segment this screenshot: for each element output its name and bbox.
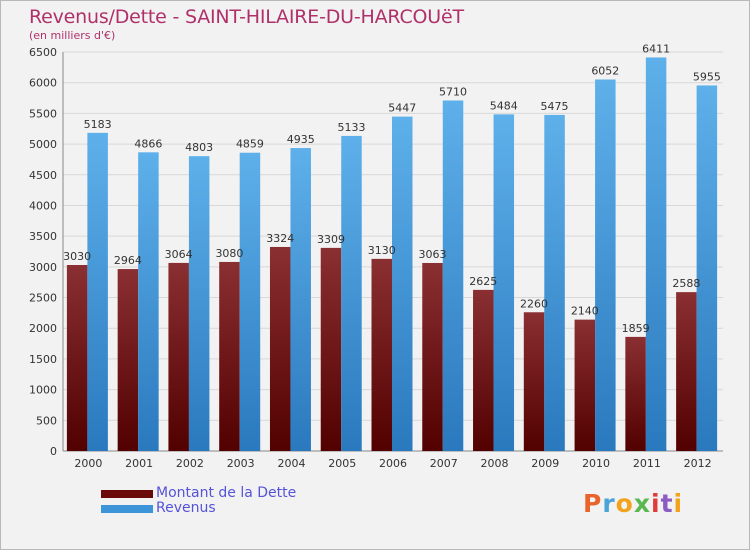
data-label-debt: 2260	[520, 297, 548, 310]
bar-revenus	[442, 100, 464, 452]
y-tick-label: 0	[50, 445, 57, 458]
data-label-revenus: 4866	[134, 137, 162, 150]
data-label-revenus: 5133	[337, 121, 365, 134]
y-tick-label: 3500	[29, 230, 57, 243]
logo-letter: t	[660, 489, 674, 518]
bar-debt	[523, 312, 545, 451]
y-tick-label: 5000	[29, 138, 57, 151]
legend-swatch-debt	[101, 490, 153, 498]
data-label-debt: 2964	[114, 254, 142, 267]
chart-subtitle: (en milliers d'€)	[29, 29, 116, 42]
bar-revenus	[595, 79, 616, 451]
data-label-revenus: 4859	[236, 138, 264, 151]
bar-revenus	[138, 152, 159, 451]
y-tick-label: 2500	[29, 292, 57, 305]
bar-debt	[219, 261, 240, 451]
data-label-debt: 2625	[469, 275, 497, 288]
x-tick-label: 2006	[379, 457, 407, 470]
data-label-revenus: 5447	[388, 102, 416, 115]
x-tick-label: 2007	[430, 457, 458, 470]
legend-label-revenus: Revenus	[156, 500, 216, 516]
legend-label-debt: Montant de la Dette	[156, 485, 297, 501]
bar-debt	[117, 269, 139, 451]
bar-revenus	[544, 114, 565, 452]
data-label-revenus: 4935	[287, 133, 315, 146]
data-label-debt: 3063	[419, 248, 447, 261]
data-label-debt: 3064	[165, 248, 193, 261]
bar-debt	[371, 258, 392, 451]
y-tick-label: 1000	[29, 384, 57, 397]
proxiti-logo: Proxiti	[583, 489, 683, 518]
y-tick-label: 500	[36, 414, 57, 427]
bar-debt	[422, 262, 443, 451]
x-tick-label: 2009	[531, 457, 559, 470]
x-tick-label: 2011	[633, 457, 661, 470]
x-tick-label: 2005	[328, 457, 356, 470]
legend-swatch-revenus	[101, 505, 153, 513]
data-label-revenus: 5484	[490, 99, 518, 112]
logo-letter: i	[673, 489, 684, 518]
data-label-debt: 2140	[571, 305, 599, 318]
bar-revenus	[188, 156, 210, 452]
logo-letter: x	[633, 489, 651, 518]
logo-letter: i	[651, 489, 661, 518]
data-label-revenus: 5183	[84, 118, 112, 131]
x-tick-label: 2012	[684, 457, 712, 470]
x-tick-label: 2001	[125, 457, 153, 470]
data-label-revenus: 5475	[541, 100, 569, 113]
bar-debt	[676, 292, 697, 451]
y-tick-label: 5500	[29, 107, 57, 120]
data-label-revenus: 6411	[642, 42, 670, 55]
bar-revenus	[341, 135, 362, 451]
bar-revenus	[290, 148, 311, 451]
bar-revenus	[392, 116, 413, 451]
x-tick-label: 2000	[74, 457, 102, 470]
bar-debt	[269, 246, 291, 451]
y-tick-label: 4000	[29, 199, 57, 212]
bar-revenus	[87, 132, 108, 451]
y-tick-label: 3000	[29, 261, 57, 274]
data-label-debt: 3324	[266, 232, 294, 245]
bar-revenus	[696, 85, 718, 451]
data-label-debt: 3309	[317, 233, 345, 246]
y-tick-label: 6000	[29, 77, 57, 90]
data-label-debt: 2588	[672, 277, 700, 290]
x-tick-label: 2002	[176, 457, 204, 470]
data-label-debt: 3030	[63, 250, 91, 263]
x-tick-label: 2003	[227, 457, 255, 470]
data-label-debt: 1859	[622, 322, 650, 335]
logo-letter: r	[602, 489, 616, 518]
data-label-revenus: 5955	[693, 70, 721, 83]
bar-debt	[66, 265, 88, 451]
y-tick-label: 4500	[29, 169, 57, 182]
bar-debt	[473, 289, 494, 451]
y-tick-label: 6500	[29, 46, 57, 59]
logo-letter: P	[583, 489, 603, 518]
y-tick-label: 1500	[29, 353, 57, 366]
x-tick-label: 2004	[277, 457, 305, 470]
bar-revenus	[239, 152, 261, 451]
bar-debt	[574, 319, 596, 451]
data-label-debt: 3080	[215, 247, 243, 260]
bar-debt	[320, 247, 342, 451]
data-label-revenus: 4803	[185, 141, 213, 154]
y-tick-label: 2000	[29, 322, 57, 335]
data-label-revenus: 6052	[591, 65, 619, 78]
bar-revenus	[493, 114, 515, 452]
logo-letter: o	[615, 489, 634, 518]
x-tick-label: 2010	[582, 457, 610, 470]
bar-revenus	[645, 57, 667, 452]
bar-debt	[168, 262, 189, 451]
x-tick-label: 2008	[481, 457, 509, 470]
data-label-debt: 3130	[368, 244, 396, 257]
bar-debt	[625, 336, 646, 451]
chart-title: Revenus/Dette - SAINT-HILAIRE-DU-HARCOUë…	[29, 6, 464, 28]
data-label-revenus: 5710	[439, 85, 467, 98]
